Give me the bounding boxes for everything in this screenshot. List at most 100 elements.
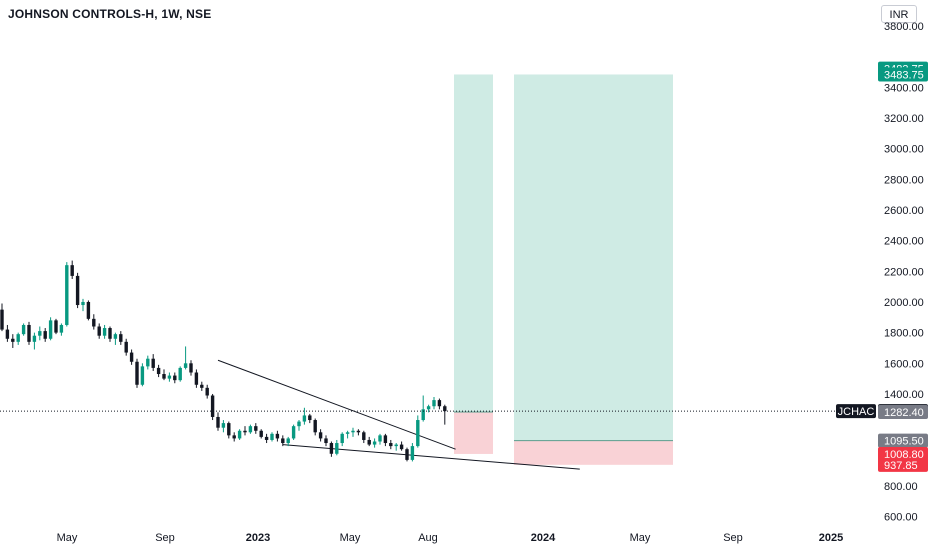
price-tick-label: 3200.00	[884, 113, 924, 125]
candle-body	[259, 430, 263, 437]
candle	[210, 393, 215, 421]
candle-body	[362, 432, 366, 440]
candle-body	[340, 433, 344, 444]
candle	[54, 318, 58, 335]
candle-body	[102, 328, 107, 336]
candle	[410, 443, 415, 462]
time-tick-label: May	[57, 532, 78, 544]
candle	[183, 346, 188, 370]
candle-body	[5, 329, 10, 339]
candle-body	[97, 326, 101, 336]
candle-body	[426, 406, 431, 410]
candle	[178, 366, 182, 382]
candle-body	[291, 426, 296, 439]
candle	[146, 355, 150, 370]
candle	[0, 303, 4, 332]
candle	[243, 426, 247, 436]
candle	[27, 321, 31, 345]
candle	[129, 349, 134, 365]
candle	[200, 381, 204, 391]
candle-body	[254, 426, 258, 431]
candle	[92, 314, 96, 330]
candle	[156, 364, 161, 378]
candle-body	[248, 426, 253, 433]
candle-body	[129, 352, 134, 362]
candle	[205, 384, 209, 399]
candle-body	[183, 363, 188, 368]
candle-body	[92, 318, 96, 327]
price-tick-label: 3400.00	[884, 82, 924, 94]
candle-body	[227, 423, 231, 436]
candle	[340, 432, 344, 447]
candle-body	[394, 444, 398, 447]
price-tick-label: 2200.00	[884, 266, 924, 278]
candle	[421, 395, 425, 422]
candle	[254, 423, 258, 434]
candle	[372, 438, 377, 448]
candle-body	[16, 334, 20, 342]
candle-body	[351, 430, 355, 433]
candle-body	[329, 443, 334, 454]
price-tag-label: 937.85	[884, 460, 918, 472]
time-tick-label: Aug	[418, 532, 438, 544]
candle-body	[48, 320, 53, 339]
candle	[5, 324, 10, 342]
price-tick-label: 1600.00	[884, 358, 924, 370]
candle-body	[416, 420, 420, 447]
price-tick-label: 3800.00	[884, 21, 924, 33]
candle-body	[210, 395, 215, 417]
candle	[437, 398, 442, 410]
candle	[286, 436, 290, 447]
candle	[221, 420, 226, 433]
candle-body	[194, 372, 199, 385]
price-tag-label: 1282.40	[884, 407, 924, 419]
candle-body	[383, 435, 388, 444]
candle	[399, 441, 404, 451]
candle-body	[308, 415, 312, 421]
time-tick-label: Sep	[723, 532, 743, 544]
candle	[75, 272, 80, 309]
candle-body	[65, 265, 69, 325]
candle-body	[86, 301, 91, 319]
price-tag-bg	[878, 404, 928, 419]
candle-body	[119, 334, 123, 342]
candle	[86, 300, 91, 321]
candle-body	[410, 446, 415, 460]
candle	[135, 358, 139, 388]
price-tick-label: 600.00	[884, 512, 918, 524]
price-tag-label: 3483.75	[884, 69, 924, 81]
candle-body	[297, 421, 301, 427]
candle	[405, 447, 409, 462]
price-tick-label: 1800.00	[884, 328, 924, 340]
currency-selector[interactable]: INR	[881, 5, 917, 23]
candle	[345, 430, 350, 439]
candle-body	[156, 367, 161, 375]
candle-body	[146, 358, 150, 367]
candle	[313, 418, 317, 436]
candle-body	[221, 423, 226, 428]
candle-body	[11, 338, 15, 342]
candle	[356, 429, 361, 436]
price-tag-bg	[878, 67, 928, 82]
target-zone	[514, 74, 673, 441]
candle	[227, 421, 231, 439]
candle	[362, 430, 366, 444]
symbol-tag-bg	[836, 404, 876, 419]
price-tag-bg	[878, 446, 928, 461]
candle	[432, 397, 436, 410]
candle	[248, 424, 253, 434]
candle	[194, 369, 199, 388]
candle	[335, 439, 339, 456]
candle	[394, 443, 398, 451]
price-tick-label: 800.00	[884, 481, 918, 493]
candle-body	[0, 309, 4, 330]
stop-zone	[514, 440, 673, 465]
candle	[140, 363, 145, 387]
target-zone	[454, 74, 493, 412]
candle	[367, 436, 371, 447]
candle-body	[32, 335, 37, 342]
candle-body	[21, 324, 26, 335]
candle-body	[286, 438, 290, 444]
candle	[59, 323, 64, 336]
